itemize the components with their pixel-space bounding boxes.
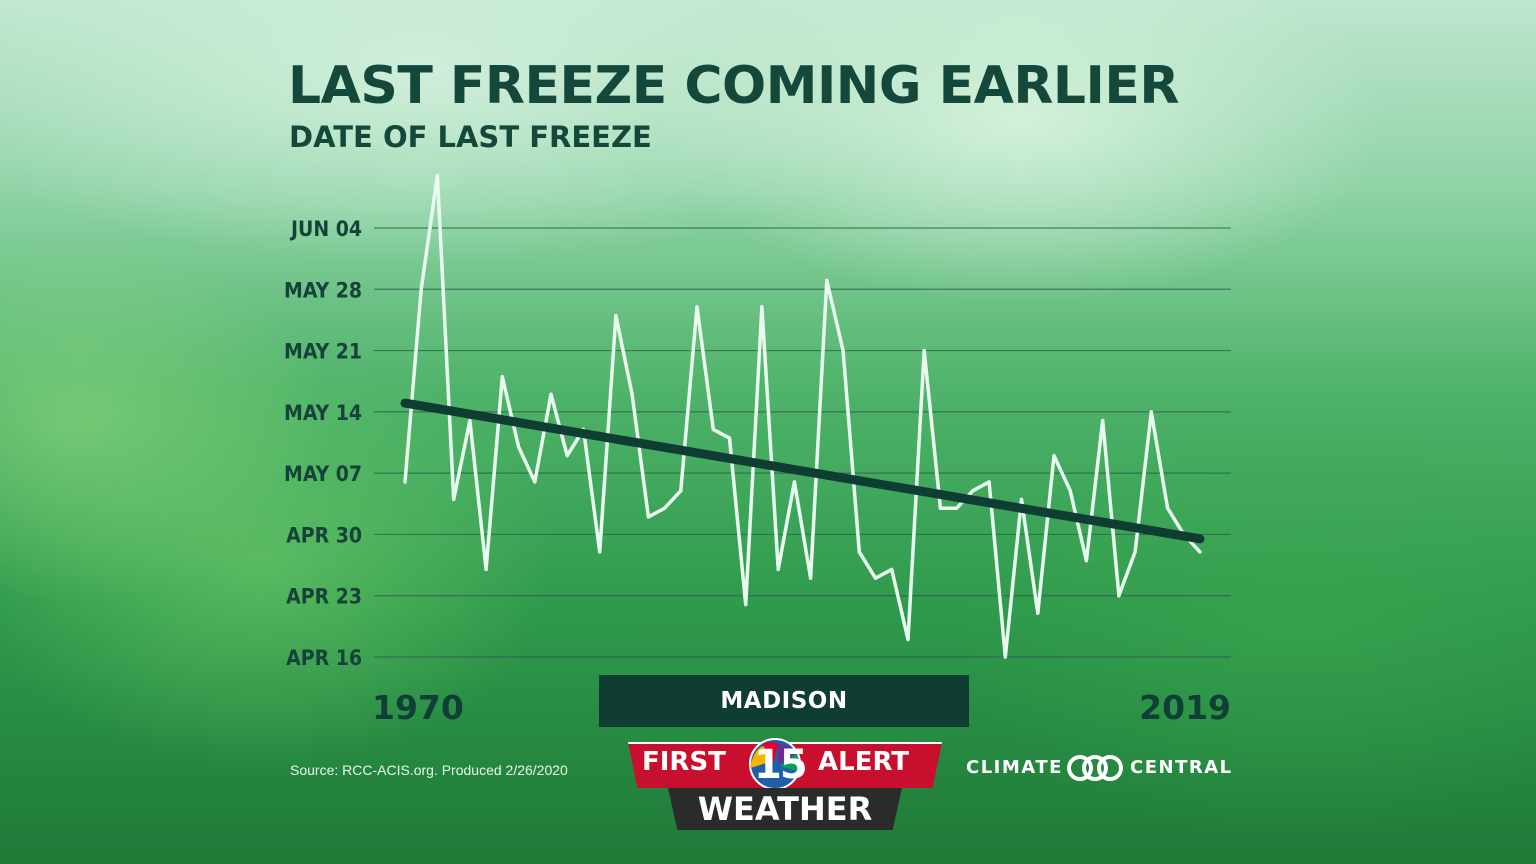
data-point-1989 — [711, 427, 715, 431]
logo-first-text: FIRST — [642, 747, 726, 777]
data-point-2015 — [1133, 550, 1137, 554]
data-point-1993 — [776, 567, 780, 572]
climate-central-rings-icon — [1067, 755, 1123, 781]
data-point-1999 — [873, 576, 878, 580]
y-tick-label-0: JUN 04 — [289, 217, 362, 241]
data-point-2012 — [1084, 559, 1089, 563]
trend-line — [400, 398, 1205, 544]
data-point-1995 — [809, 576, 813, 580]
data-point-2010 — [1052, 454, 1056, 458]
data-point-1984 — [630, 392, 634, 396]
data-point-2008 — [1019, 497, 1024, 502]
data-point-1982 — [598, 550, 602, 554]
data-point-1988 — [695, 305, 699, 309]
data-point-1978 — [533, 480, 537, 484]
data-point-1975 — [484, 567, 488, 572]
data-point-2003 — [938, 506, 943, 510]
x-tick-label-start: 1970 — [372, 688, 464, 727]
data-point-1970 — [403, 480, 407, 484]
y-tick-label-2: MAY 21 — [284, 340, 362, 364]
data-point-1977 — [516, 445, 521, 449]
logo-number: 15 — [754, 742, 808, 788]
data-point-2013 — [1101, 419, 1105, 423]
station-logo: FIRST 15 ALERT WEATHER — [628, 738, 942, 832]
data-point-2007 — [1003, 655, 1007, 659]
data-point-1987 — [679, 489, 683, 493]
data-point-1992 — [760, 305, 764, 309]
y-tick-label-5: APR 30 — [286, 523, 362, 547]
data-point-1979 — [549, 392, 553, 396]
data-point-2014 — [1117, 594, 1121, 598]
location-label: MADISON — [599, 675, 969, 727]
data-point-1997 — [841, 348, 845, 353]
data-point-2004 — [955, 506, 959, 510]
data-point-1974 — [468, 419, 472, 423]
y-tick-label-4: MAY 07 — [284, 462, 362, 486]
data-point-1994 — [792, 480, 796, 484]
data-point-2001 — [906, 637, 910, 642]
peacock-badge-icon — [749, 738, 801, 790]
data-point-1971 — [419, 287, 423, 291]
data-point-1990 — [727, 436, 732, 440]
source-note: Source: RCC-ACIS.org. Produced 2/26/2020 — [290, 762, 568, 778]
logo-alert-text: ALERT — [818, 747, 910, 777]
data-point-2019 — [1198, 550, 1202, 554]
y-tick-label-3: MAY 14 — [284, 401, 362, 425]
y-tick-label-6: APR 23 — [286, 585, 362, 609]
data-series-line — [403, 173, 1202, 659]
climate-central-logo: CLIMATE CENTRAL — [966, 754, 1234, 784]
data-point-1998 — [857, 550, 861, 554]
data-point-1972 — [435, 173, 440, 178]
data-point-1973 — [452, 497, 456, 502]
data-point-1991 — [744, 602, 748, 607]
data-point-2002 — [922, 348, 926, 353]
data-point-2016 — [1149, 410, 1153, 414]
climate-central-text-right: CENTRAL — [1130, 757, 1233, 778]
data-point-1983 — [614, 313, 618, 318]
data-points — [403, 173, 1202, 659]
y-tick-label-1: MAY 28 — [284, 278, 362, 302]
data-point-1980 — [565, 454, 569, 458]
data-point-1986 — [662, 506, 667, 510]
y-axis-ticks: JUN 04 MAY 28 MAY 21 MAY 14 MAY 07 APR 30 APR … — [284, 217, 362, 670]
data-point-2009 — [1036, 611, 1040, 615]
data-point-2005 — [971, 489, 975, 493]
data-point-2017 — [1165, 506, 1170, 510]
climate-central-text-left: CLIMATE — [966, 757, 1063, 778]
data-point-1996 — [825, 278, 829, 283]
data-point-1976 — [500, 375, 504, 379]
data-point-1985 — [646, 515, 650, 519]
data-point-2006 — [987, 480, 991, 484]
logo-weather-banner: WEATHER — [668, 788, 902, 830]
chart-title: LAST FREEZE COMING EARLIER — [288, 56, 1179, 116]
data-point-2000 — [890, 567, 894, 572]
chart-subtitle: DATE OF LAST FREEZE — [289, 120, 652, 154]
data-point-2011 — [1068, 489, 1072, 493]
x-tick-label-end: 2019 — [1139, 688, 1231, 727]
y-tick-label-7: APR 16 — [286, 646, 362, 670]
gridlines — [374, 227, 1231, 658]
